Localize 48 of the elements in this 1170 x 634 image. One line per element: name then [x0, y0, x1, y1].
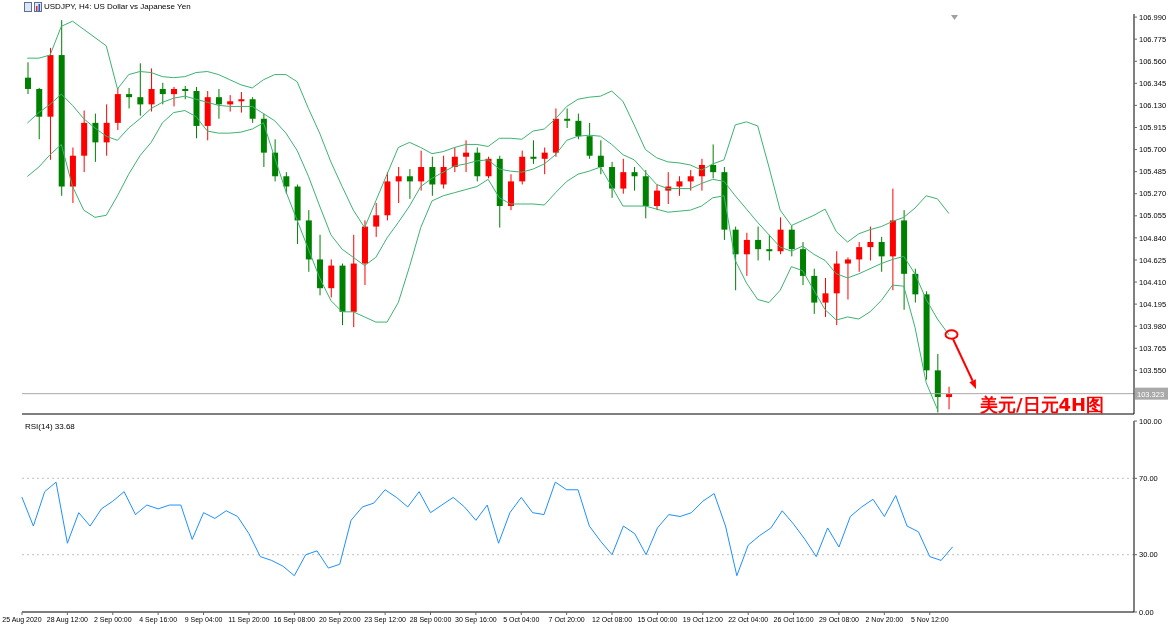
candlestick — [564, 107, 571, 129]
candlestick — [597, 139, 604, 175]
candlestick — [856, 241, 863, 273]
candlestick — [474, 147, 481, 182]
candlestick — [530, 139, 537, 165]
candlestick — [609, 161, 616, 199]
candlestick — [328, 258, 335, 298]
candlestick — [406, 168, 413, 200]
candlestick — [103, 103, 110, 157]
candlestick — [25, 61, 31, 95]
candlestick — [159, 82, 166, 105]
candlestick — [844, 256, 851, 300]
line-series — [27, 110, 938, 410]
candlestick — [654, 183, 661, 211]
candlestick — [395, 166, 402, 204]
candlestick — [631, 166, 638, 192]
candlestick — [676, 175, 683, 197]
candlestick — [620, 158, 627, 195]
candlestick — [171, 86, 178, 107]
candlestick — [215, 88, 222, 120]
text: 美元/日元4H图 — [980, 394, 1105, 415]
candlestick — [755, 226, 762, 261]
chart-title: RSI(14) 33.68 — [25, 422, 75, 432]
candlestick — [238, 91, 245, 114]
candlestick — [867, 226, 874, 261]
candlestick — [463, 139, 470, 173]
candlestick — [137, 62, 144, 117]
candlestick — [586, 122, 593, 160]
candlestick — [710, 143, 717, 179]
candlestick — [687, 169, 694, 192]
candlestick — [766, 234, 773, 261]
candlestick — [822, 277, 829, 318]
candlestick — [912, 268, 919, 304]
candlestick — [249, 96, 256, 124]
candlestick — [788, 225, 795, 257]
candlestick — [575, 113, 582, 140]
line-series — [27, 20, 950, 243]
line-series — [21, 481, 953, 577]
candlestick — [878, 236, 885, 273]
candlestick — [373, 202, 380, 238]
chart-title: USDJPY, H4: US Dollar vs Japanese Yen — [44, 2, 191, 12]
candlestick — [418, 150, 425, 192]
candlestick — [126, 87, 133, 109]
candlestick — [743, 232, 750, 277]
candlestick — [541, 147, 548, 175]
candlestick — [946, 386, 953, 410]
candlestick — [777, 216, 784, 255]
candlestick — [148, 67, 155, 113]
